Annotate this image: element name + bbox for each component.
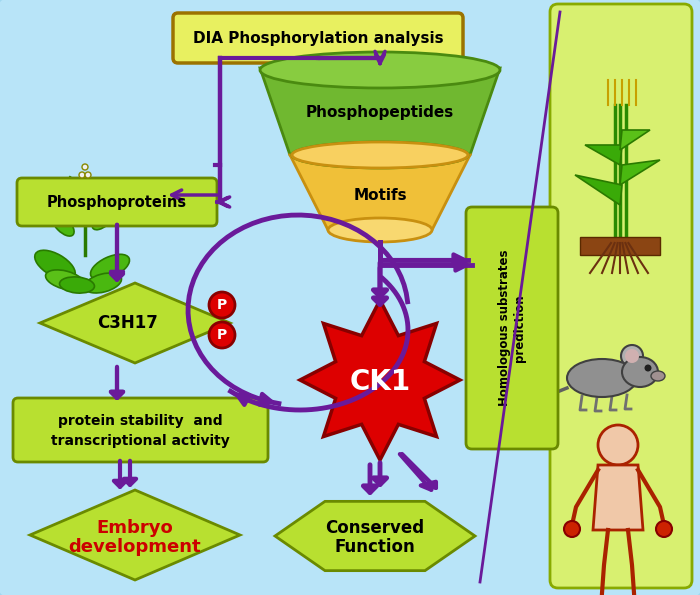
Text: Function: Function (335, 538, 415, 556)
Polygon shape (575, 175, 622, 205)
Text: Phosphopeptides: Phosphopeptides (306, 105, 454, 120)
Ellipse shape (46, 270, 85, 290)
Circle shape (79, 172, 85, 178)
Text: Homologous substrates
prediction: Homologous substrates prediction (498, 250, 526, 406)
Polygon shape (620, 130, 650, 150)
Text: C3H17: C3H17 (97, 314, 158, 332)
FancyBboxPatch shape (173, 13, 463, 63)
Circle shape (656, 521, 672, 537)
Circle shape (564, 521, 580, 537)
Ellipse shape (651, 371, 665, 381)
Polygon shape (593, 465, 643, 530)
Circle shape (82, 164, 88, 170)
Circle shape (625, 349, 639, 363)
Ellipse shape (60, 277, 94, 293)
Text: Phosphoproteins: Phosphoproteins (47, 195, 187, 209)
Ellipse shape (567, 359, 637, 397)
Ellipse shape (85, 273, 122, 293)
FancyBboxPatch shape (550, 4, 692, 588)
Text: Motifs: Motifs (354, 187, 407, 202)
Circle shape (209, 292, 235, 318)
Polygon shape (260, 68, 500, 155)
Circle shape (209, 322, 235, 348)
Polygon shape (620, 160, 660, 185)
Ellipse shape (52, 214, 74, 236)
Circle shape (645, 365, 652, 371)
Text: CK1: CK1 (349, 368, 411, 396)
Text: protein stability  and: protein stability and (57, 414, 223, 428)
Polygon shape (275, 502, 475, 571)
Text: P: P (217, 298, 227, 312)
Polygon shape (30, 490, 240, 580)
FancyBboxPatch shape (466, 207, 558, 449)
Circle shape (598, 425, 638, 465)
FancyBboxPatch shape (17, 178, 217, 226)
Ellipse shape (90, 254, 130, 280)
Text: P: P (217, 328, 227, 342)
Text: development: development (69, 538, 202, 556)
Text: Conserved: Conserved (326, 519, 425, 537)
FancyBboxPatch shape (13, 398, 268, 462)
Ellipse shape (622, 357, 658, 387)
Ellipse shape (66, 194, 80, 212)
Circle shape (85, 172, 91, 178)
Text: Embryo: Embryo (97, 519, 174, 537)
Polygon shape (585, 145, 622, 165)
Ellipse shape (292, 142, 468, 168)
Bar (580, 237, 660, 255)
Ellipse shape (92, 210, 114, 230)
Circle shape (621, 345, 643, 367)
Text: DIA Phosphorylation analysis: DIA Phosphorylation analysis (193, 30, 443, 45)
Polygon shape (300, 300, 460, 460)
Polygon shape (290, 155, 470, 230)
Ellipse shape (292, 142, 468, 168)
Ellipse shape (260, 52, 500, 88)
Text: transcriptional activity: transcriptional activity (50, 434, 230, 448)
Polygon shape (40, 283, 230, 363)
Ellipse shape (328, 218, 432, 242)
Ellipse shape (35, 250, 75, 280)
